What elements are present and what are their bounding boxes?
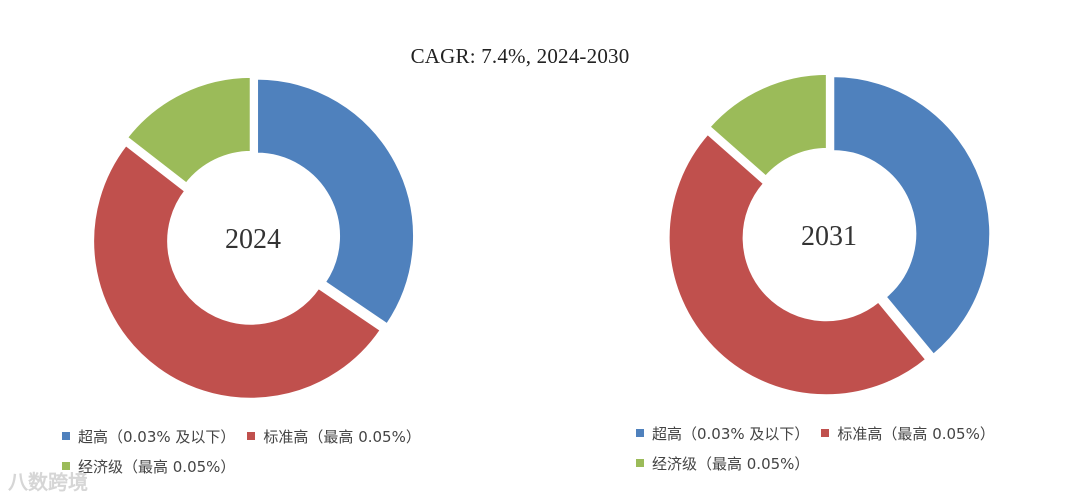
legend-swatch-standard: [247, 432, 256, 440]
legend-swatch-economy: [636, 459, 644, 467]
legend-item-ultra: 超高（0.03% 及以下）: [636, 423, 809, 444]
legend-label-standard: 标准高（最高 0.05%）: [263, 427, 421, 446]
legend-item-ultra: 超高（0.03% 及以下）: [62, 426, 235, 447]
legend-2031: 超高（0.03% 及以下） 标准高（最高 0.05%） 经济级（最高 0.05%…: [636, 418, 1007, 478]
donut-2031-slice-standard: [666, 131, 929, 398]
chart-title: CAGR: 7.4%, 2024-2030: [410, 44, 630, 68]
legend-item-standard: 标准高（最高 0.05%）: [821, 423, 995, 444]
legend-label-economy: 经济级（最高 0.05%）: [78, 457, 236, 476]
legend-label-economy: 经济级（最高 0.05%）: [652, 454, 810, 473]
donut-2024-slice-standard: [91, 142, 384, 401]
legend-swatch-economy: [62, 462, 70, 470]
legend-swatch-standard: [821, 429, 830, 437]
donut-center-label-0: 2024: [225, 224, 281, 255]
legend-2024: 超高（0.03% 及以下） 标准高（最高 0.05%） 经济级（最高 0.05%…: [62, 421, 433, 481]
watermark: 八数跨境: [8, 470, 88, 494]
legend-label-standard: 标准高（最高 0.05%）: [837, 424, 995, 443]
donut-2031-slice-ultra: [831, 74, 993, 358]
legend-item-economy: 经济级（最高 0.05%）: [636, 453, 809, 474]
legend-item-standard: 标准高（最高 0.05%）: [247, 426, 421, 447]
donut-2031-slice-economy: [706, 71, 829, 180]
legend-label-ultra: 超高（0.03% 及以下）: [652, 424, 810, 443]
legend-label-ultra: 超高（0.03% 及以下）: [78, 427, 236, 446]
legend-item-economy: 经济级（最高 0.05%）: [62, 456, 235, 477]
legend-swatch-ultra: [62, 432, 70, 440]
donut-center-label-1: 2031: [801, 221, 857, 252]
legend-swatch-ultra: [636, 429, 644, 437]
donut-2024-slice-economy: [124, 74, 253, 187]
donut-2024-slice-ultra: [255, 76, 417, 328]
